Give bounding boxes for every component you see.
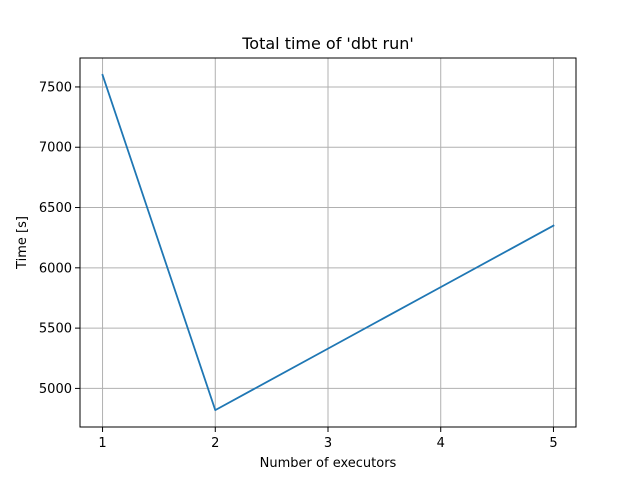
y-tick-label: 5500	[39, 322, 72, 337]
y-axis-label: Time [s]	[15, 216, 30, 270]
series-layer	[101, 73, 555, 412]
series-line	[101, 73, 555, 412]
y-tick-label: 5000	[39, 382, 72, 397]
x-axis-label: Number of executors	[260, 456, 397, 471]
x-tick-label: 5	[549, 436, 557, 451]
chart-title: Total time of 'dbt run'	[241, 34, 414, 53]
y-tick-label: 7500	[39, 80, 72, 95]
x-tick-label: 2	[211, 436, 219, 451]
y-tick-label: 7000	[39, 141, 72, 156]
y-tick-label: 6000	[39, 261, 72, 276]
y-tick-label: 6500	[39, 201, 72, 216]
x-tick-label: 3	[324, 436, 332, 451]
tick-layer: 1 2 3 4 5 5000 5500 6000 6500 7000 7500	[39, 80, 558, 451]
x-tick-label: 4	[437, 436, 445, 451]
x-tick-label: 1	[98, 436, 106, 451]
grid-layer	[80, 58, 576, 427]
